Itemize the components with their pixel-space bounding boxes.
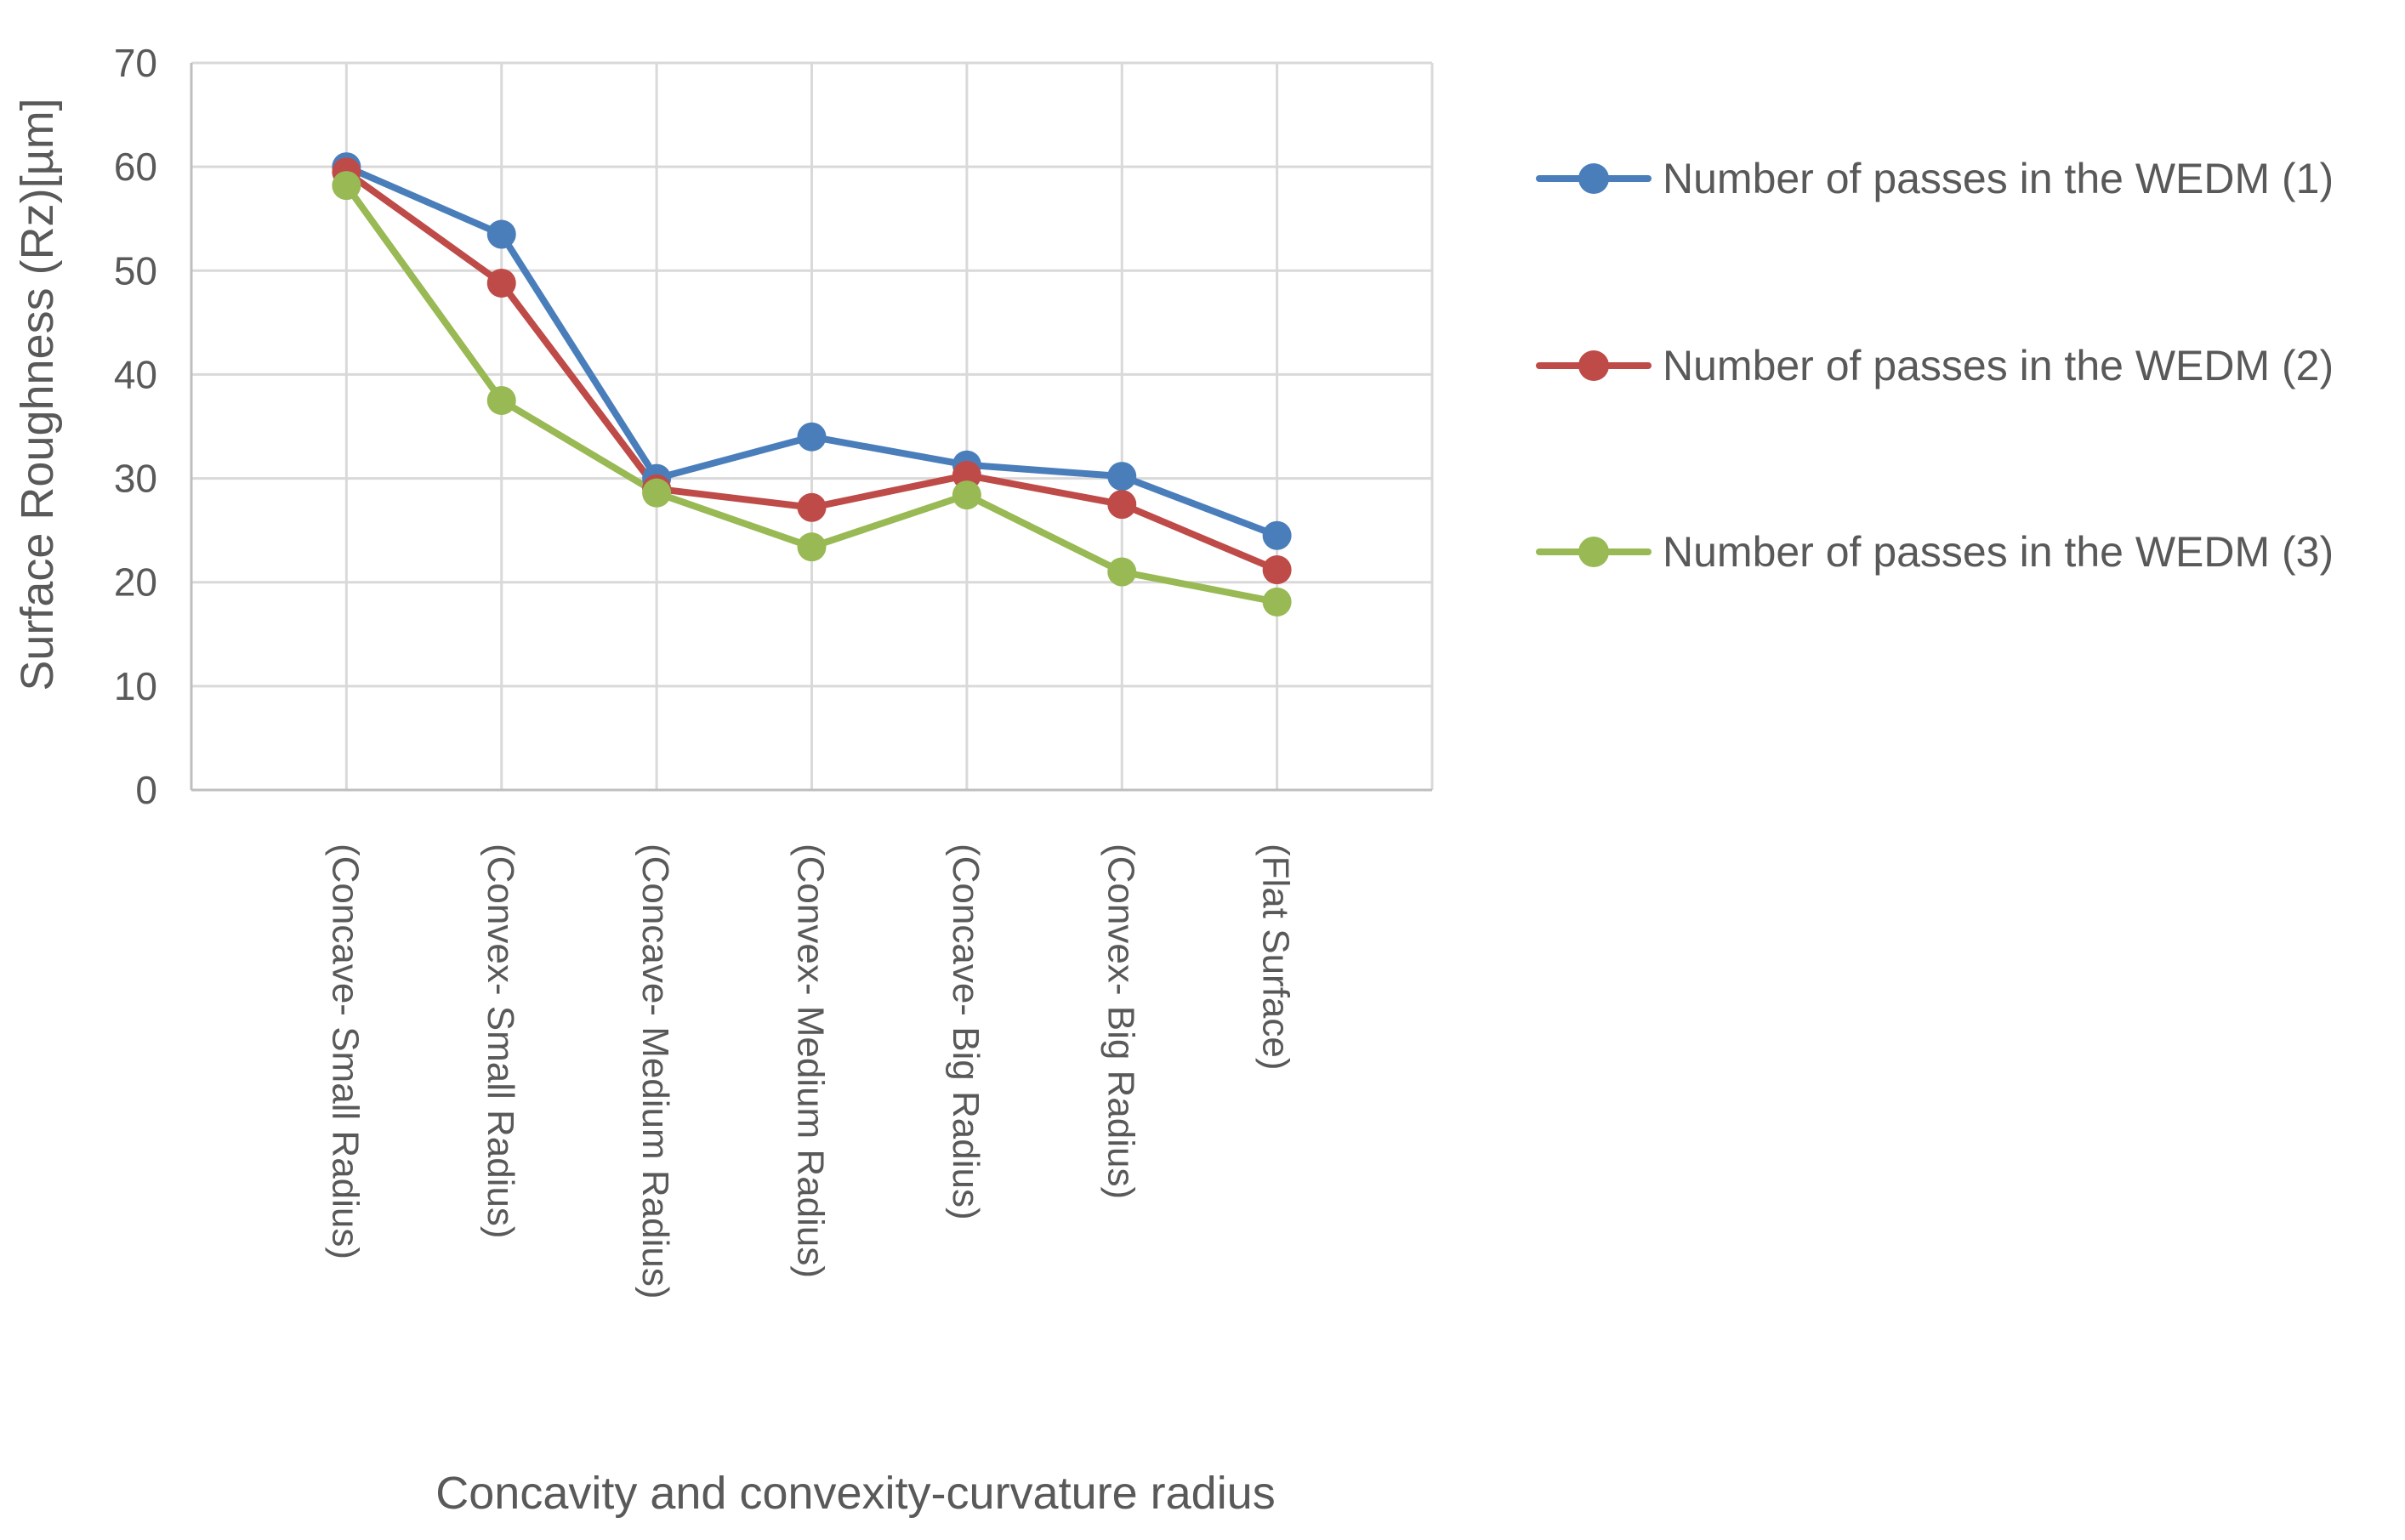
y-axis-title: Surface Roughness (Rz)[µm] <box>12 98 63 690</box>
series-1-point <box>486 219 516 249</box>
legend-item-1: Number of passes in the WEDM (1) <box>1536 155 2334 202</box>
x-tick-label: (Convex- Small Radius) <box>480 844 521 1239</box>
axes <box>190 63 1432 792</box>
legend-label: Number of passes in the WEDM (2) <box>1663 342 2334 389</box>
y-tick-label: 50 <box>114 248 157 293</box>
series-3-point <box>797 532 827 562</box>
x-tick-label: (Concave- Big Radius) <box>945 844 986 1220</box>
series-2-point <box>1262 555 1292 585</box>
series-3-point <box>642 478 672 508</box>
legend-item-2: Number of passes in the WEDM (2) <box>1536 342 2334 389</box>
y-tick-label: 60 <box>114 145 157 189</box>
series-3-point <box>1262 587 1292 617</box>
series-2-point <box>486 268 516 298</box>
series-3-point <box>952 480 981 510</box>
x-axis-title: Concavity and convexity-curvature radius <box>435 1468 1275 1519</box>
gridlines <box>191 61 1434 790</box>
x-tick-label: (Flat Surface) <box>1255 844 1297 1071</box>
y-tick-label: 70 <box>114 41 157 85</box>
x-tick-label: (Concave- Medium Radius) <box>634 844 676 1299</box>
series-1-point <box>797 422 827 452</box>
legend-label: Number of passes in the WEDM (3) <box>1663 528 2334 576</box>
x-tick-label: (Convex- Big Radius) <box>1100 844 1141 1199</box>
series-1-point <box>1262 520 1292 550</box>
series-points <box>332 152 1292 617</box>
y-tick-label: 0 <box>135 768 157 812</box>
x-tick-label: (Convex- Medium Radius) <box>790 844 832 1278</box>
legend: Number of passes in the WEDM (1) Number o… <box>1536 155 2334 576</box>
legend-marker <box>1578 163 1609 194</box>
y-tick-label: 10 <box>114 664 157 708</box>
legend-marker <box>1578 350 1609 381</box>
legend-label: Number of passes in the WEDM (1) <box>1663 155 2334 202</box>
series-1-point <box>1107 462 1137 492</box>
series-2-point <box>1107 490 1137 520</box>
legend-item-3: Number of passes in the WEDM (3) <box>1536 528 2334 576</box>
series-3-point <box>486 385 516 415</box>
x-tick-labels: (Concave- Small Radius) (Convex- Small Ra… <box>324 844 1296 1299</box>
y-tick-label: 40 <box>114 352 157 396</box>
series-2-point <box>797 492 827 522</box>
series-3-point <box>332 171 361 201</box>
series-3-point <box>1107 557 1137 587</box>
legend-marker <box>1578 537 1609 567</box>
y-tick-label: 30 <box>114 457 157 501</box>
x-tick-label: (Concave- Small Radius) <box>324 844 366 1259</box>
y-tick-labels: 0 10 20 30 40 50 60 70 <box>114 41 157 812</box>
y-tick-label: 20 <box>114 560 157 605</box>
